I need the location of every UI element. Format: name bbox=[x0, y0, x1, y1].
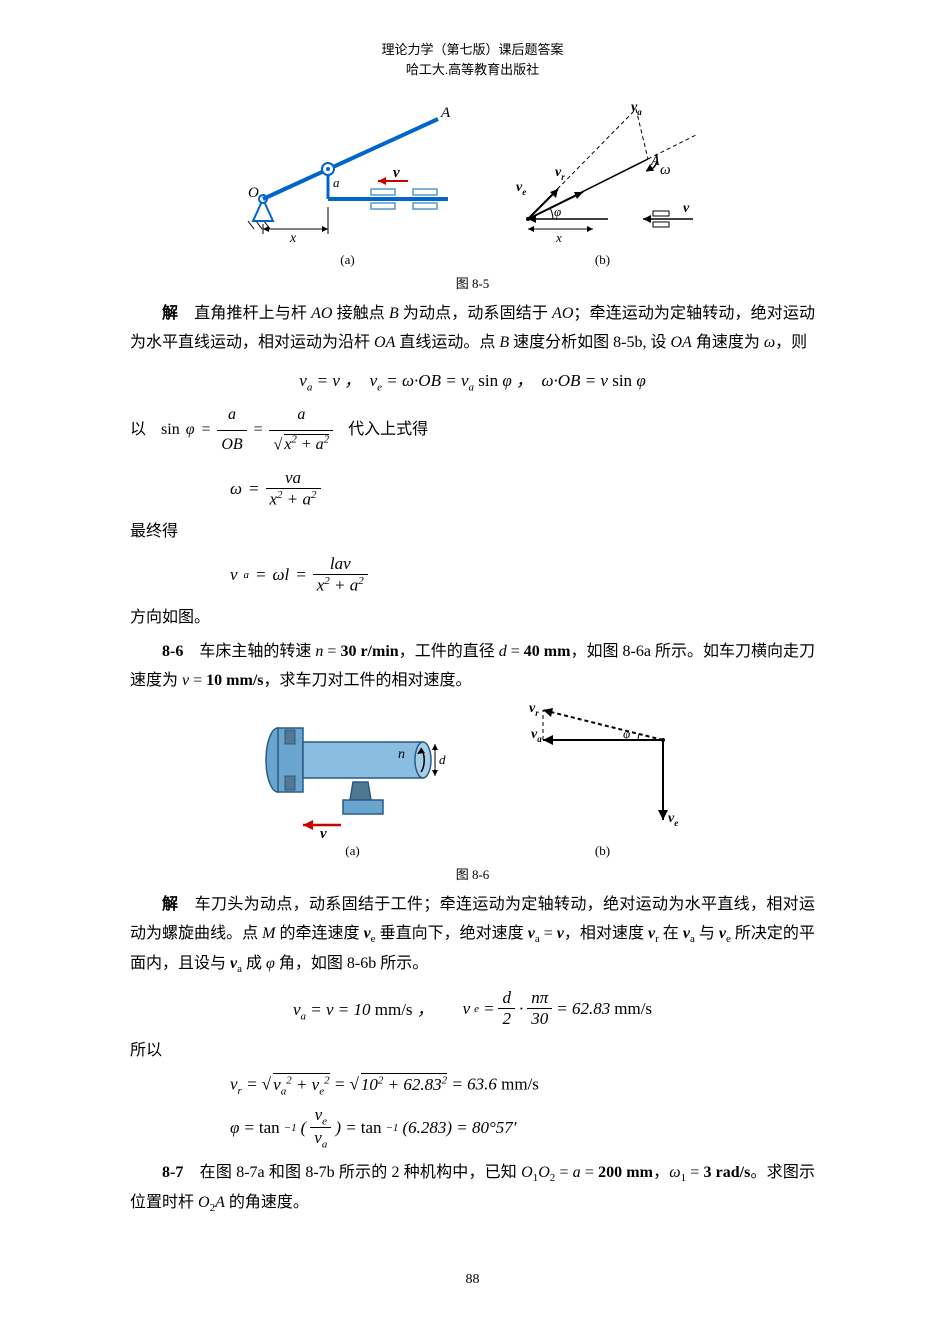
svg-text:vr: vr bbox=[529, 701, 539, 718]
svg-text:v: v bbox=[320, 826, 327, 840]
figure-8-6a-label: (a) bbox=[345, 843, 359, 859]
suoyi: 所以 bbox=[130, 1037, 815, 1066]
figure-8-5b-label: (b) bbox=[595, 252, 610, 268]
eq-8-5-3: ω = vax2 + a2 bbox=[230, 468, 815, 510]
prefix-yi: 以 bbox=[130, 416, 146, 445]
direction-text: 方向如图。 bbox=[130, 604, 815, 633]
problem-8-7-number: 8-7 bbox=[162, 1164, 183, 1181]
svg-text:d: d bbox=[439, 752, 446, 767]
figure-8-6a: n d v (a) bbox=[243, 700, 463, 859]
figure-8-6b: va ve vr φ (b) bbox=[503, 700, 703, 859]
svg-text:v: v bbox=[683, 201, 690, 216]
header-line1: 理论力学（第七版）课后题答案 bbox=[130, 40, 815, 60]
solution-8-5-intro: 解 直角推杆上与杆 AO 接触点 B 为动点，动系固结于 AO；牵连运动为定轴转… bbox=[130, 300, 815, 358]
eq-8-6-2: vr = √va2 + ve2 = √102 + 62.832 = 63.6 m… bbox=[230, 1074, 815, 1097]
svg-text:n: n bbox=[398, 747, 405, 762]
svg-text:va: va bbox=[631, 100, 642, 117]
figure-8-5-row: O A v a x bbox=[130, 99, 815, 268]
final-prefix: 最终得 bbox=[130, 518, 815, 547]
svg-text:ve: ve bbox=[668, 811, 678, 828]
svg-text:x: x bbox=[555, 230, 562, 245]
svg-text:φ: φ bbox=[623, 726, 630, 741]
eq-8-5-2-line: 以 sin φ = aOB = a√x2 + a2 代入上式得 bbox=[130, 401, 815, 460]
problem-8-7: 8-7 在图 8-7a 和图 8-7b 所示的 2 种机构中，已知 O1O2 =… bbox=[130, 1159, 815, 1219]
diagram-8-6b-svg: va ve vr φ bbox=[503, 700, 703, 840]
svg-text:v: v bbox=[393, 165, 400, 181]
eq-8-6-1: va = v = 10 mm/s ， ve = d2·nπ30 = 62.83 … bbox=[130, 988, 815, 1029]
svg-text:x: x bbox=[289, 231, 297, 246]
page-header: 理论力学（第七版）课后题答案 哈工大.高等教育出版社 bbox=[130, 40, 815, 79]
svg-text:O: O bbox=[248, 185, 259, 201]
figure-8-6-caption: 图 8-6 bbox=[130, 864, 815, 883]
eq-8-6-3: φ = tan−1(veva) = tan−1(6.283) = 80°57′ bbox=[230, 1105, 815, 1151]
svg-text:φ: φ bbox=[554, 204, 561, 219]
page-number: 88 bbox=[0, 1272, 945, 1288]
svg-text:ve: ve bbox=[516, 180, 526, 197]
figure-8-5-caption: 图 8-5 bbox=[130, 273, 815, 292]
svg-text:ω: ω bbox=[660, 162, 671, 178]
problem-8-6-number: 8-6 bbox=[162, 643, 183, 660]
problem-8-6: 8-6 车床主轴的转速 n = 30 r/min，工件的直径 d = 40 mm… bbox=[130, 638, 815, 696]
svg-text:vr: vr bbox=[555, 165, 565, 182]
header-line2: 哈工大.高等教育出版社 bbox=[130, 60, 815, 80]
diagram-8-5a-svg: O A v a x bbox=[238, 99, 458, 249]
figure-8-5b: ve vr va A ω φ x bbox=[498, 99, 708, 268]
figure-8-6-row: n d v (a) va ve bbox=[130, 700, 815, 859]
svg-text:va: va bbox=[531, 727, 542, 744]
solution-8-6-intro: 解 车刀头为动点，动系固结于工件；牵连运动为定轴转动，绝对运动为水平直线，相对运… bbox=[130, 891, 815, 980]
figure-8-5a: O A v a x bbox=[238, 99, 458, 268]
svg-text:a: a bbox=[333, 175, 340, 190]
eq2-tail: 代入上式得 bbox=[348, 416, 428, 445]
eq-8-5-1: va = v ， ve = ω·OB = va sin φ ， ω·OB = v… bbox=[130, 366, 815, 393]
diagram-8-6a-svg: n d v bbox=[243, 700, 463, 840]
svg-text:A: A bbox=[440, 105, 451, 121]
figure-8-5a-label: (a) bbox=[340, 252, 354, 268]
eq-8-5-4: va = ωl = lavx2 + a2 bbox=[230, 554, 815, 596]
diagram-8-5b-svg: ve vr va A ω φ x bbox=[498, 99, 708, 249]
figure-8-6b-label: (b) bbox=[595, 843, 610, 859]
